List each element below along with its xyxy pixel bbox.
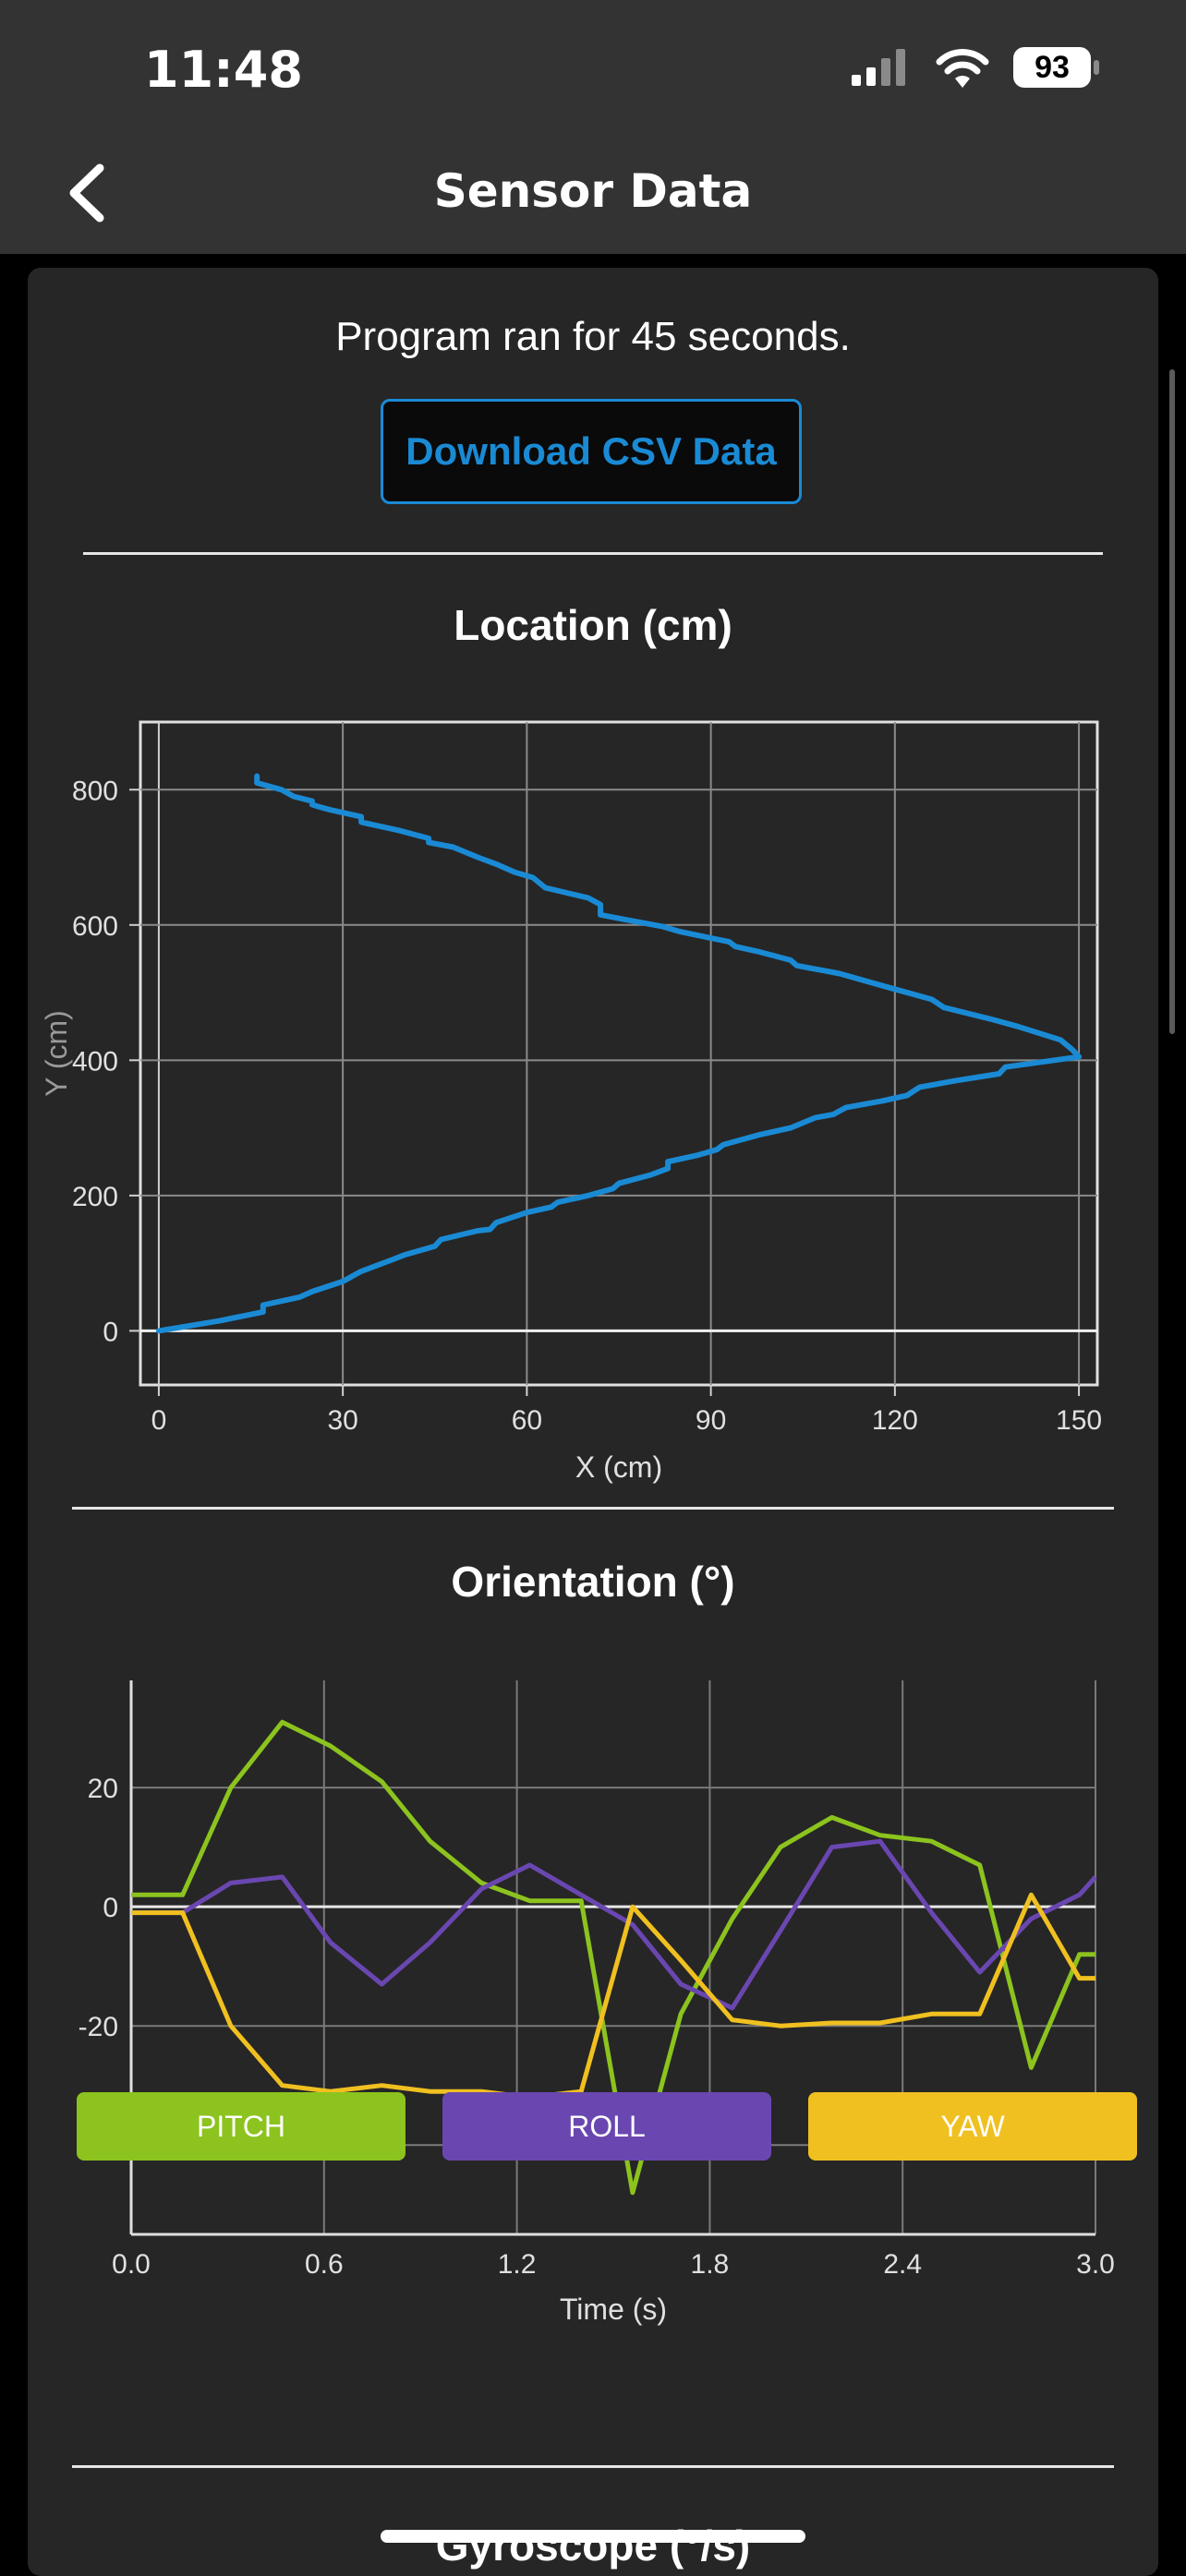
- y-tick-label: 800: [72, 776, 118, 806]
- y-tick-label: -20: [79, 2012, 118, 2042]
- yaw-series-line: [131, 1892, 1095, 2101]
- status-icons: 93: [852, 46, 1101, 89]
- nav-bar: Sensor Data: [0, 138, 1186, 254]
- x-tick-label: 0.0: [112, 2249, 151, 2280]
- y-tick-label: 400: [72, 1046, 118, 1077]
- x-tick-label: 1.2: [498, 2249, 537, 2280]
- status-bar: 11:48 93: [0, 0, 1186, 138]
- gyroscope-chart-title: Gyroscope (°/s): [435, 2522, 751, 2570]
- y-tick-label: 0: [103, 1893, 118, 1923]
- y-tick-label: 0: [103, 1317, 118, 1347]
- y-tick-label: 20: [88, 1774, 118, 1804]
- location-chart: 0 30 60 90 120 150 0 200 400 600 800 X (cm) Y (cm): [40, 720, 1102, 1484]
- orientation-legend: PITCH ROLL YAW: [77, 2092, 1137, 2162]
- x-axis-label: X (cm): [575, 1451, 662, 1484]
- download-csv-button[interactable]: Download CSV Data: [381, 399, 802, 504]
- sensor-data-card: Program ran for 45 seconds. Download CSV…: [28, 268, 1158, 2576]
- y-tick-label: 600: [72, 911, 118, 942]
- battery-level: 93: [1035, 49, 1070, 85]
- scrollbar[interactable]: [1169, 369, 1175, 1034]
- y-axis-label: Y (cm): [40, 1010, 73, 1097]
- x-tick-label: 3.0: [1076, 2249, 1115, 2280]
- wifi-icon: [935, 47, 990, 88]
- battery-icon: 93: [1012, 46, 1101, 89]
- location-chart-title: Location (cm): [454, 601, 732, 649]
- run-duration-text: Program ran for 45 seconds.: [335, 314, 851, 359]
- signal-icon: [852, 49, 913, 86]
- x-axis-label: Time (s): [560, 2293, 667, 2326]
- x-tick-label: 0.6: [305, 2249, 344, 2280]
- x-tick-label: 90: [696, 1405, 726, 1436]
- status-time: 11:48: [144, 41, 303, 99]
- location-path-line: [155, 773, 1083, 1334]
- divider: [83, 552, 1103, 555]
- legend-pitch-button[interactable]: PITCH: [77, 2092, 405, 2161]
- plot-frame: [139, 720, 1099, 1387]
- divider: [72, 1507, 1114, 1510]
- chevron-left-icon: [59, 163, 124, 229]
- x-tick-label: 0: [151, 1405, 167, 1436]
- orientation-chart-title: Orientation (°): [451, 1558, 735, 1606]
- y-tick-label: 200: [72, 1182, 118, 1212]
- x-tick-label: 60: [512, 1405, 542, 1436]
- roll-series-line: [131, 1838, 1097, 2011]
- legend-yaw-button[interactable]: YAW: [808, 2092, 1137, 2161]
- pitch-series-line: [131, 1719, 1095, 2196]
- legend-roll-button[interactable]: ROLL: [442, 2092, 771, 2161]
- x-tick-label: 30: [327, 1405, 357, 1436]
- x-tick-label: 1.8: [691, 2249, 730, 2280]
- divider: [72, 2465, 1114, 2468]
- back-button[interactable]: [59, 161, 124, 225]
- page-title: Sensor Data: [433, 164, 753, 218]
- x-tick-label: 2.4: [883, 2249, 922, 2280]
- home-indicator[interactable]: [381, 2530, 805, 2543]
- x-tick-label: 150: [1056, 1405, 1102, 1436]
- x-tick-label: 120: [872, 1405, 918, 1436]
